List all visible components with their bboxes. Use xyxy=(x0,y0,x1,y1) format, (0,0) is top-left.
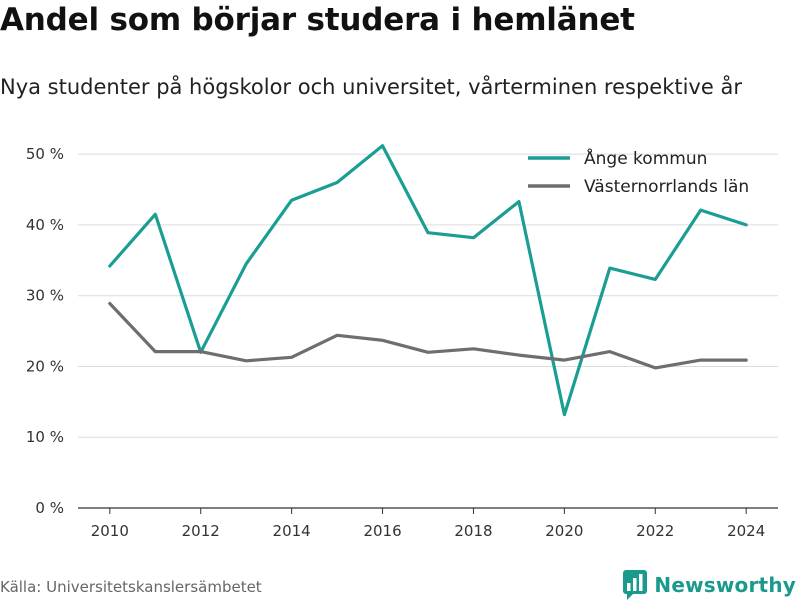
y-tick-label: 0 % xyxy=(35,499,64,517)
x-tick-label: 2010 xyxy=(91,522,129,540)
brand-logo: Newsworthy xyxy=(623,570,796,600)
x-tick-label: 2020 xyxy=(545,522,583,540)
x-tick-label: 2014 xyxy=(273,522,311,540)
x-tick-label: 2016 xyxy=(363,522,401,540)
newsworthy-logo-icon xyxy=(623,570,648,600)
y-tick-label: 30 % xyxy=(26,287,64,305)
y-tick-label: 50 % xyxy=(26,145,64,163)
y-tick-label: 10 % xyxy=(26,428,64,446)
y-tick-label: 40 % xyxy=(26,216,64,234)
brand-name: Newsworthy xyxy=(654,573,796,597)
legend-label: Ånge kommun xyxy=(584,147,707,169)
chart-title: Andel som börjar studera i hemlänet xyxy=(0,2,635,38)
y-tick-label: 20 % xyxy=(26,357,64,375)
x-tick-label: 2022 xyxy=(636,522,674,540)
x-tick-label: 2018 xyxy=(454,522,492,540)
x-tick-label: 2012 xyxy=(182,522,220,540)
chart-subtitle: Nya studenter på högskolor och universit… xyxy=(0,75,742,99)
legend-label: Västernorrlands län xyxy=(584,177,749,197)
x-tick-label: 2024 xyxy=(727,522,765,540)
source-note: Källa: Universitetskanslersämbetet xyxy=(0,578,262,596)
series-line-ange-kommun xyxy=(108,144,748,417)
series-line-vasternorrlands-lan xyxy=(108,301,748,370)
